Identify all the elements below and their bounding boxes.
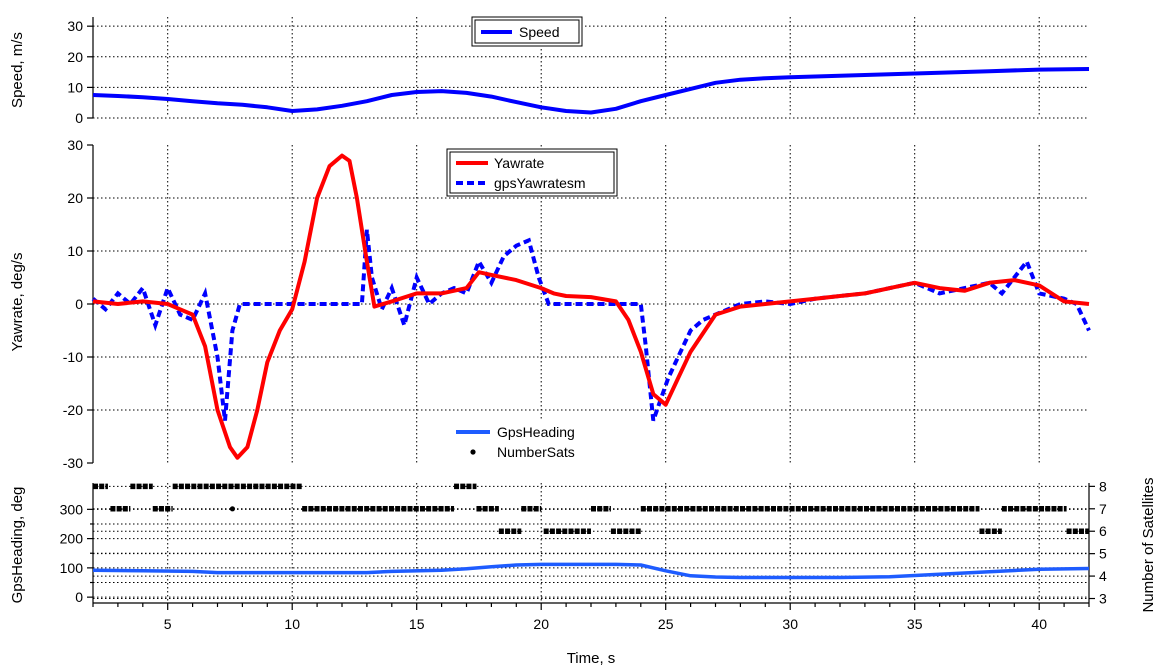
heading-y-tick-label: 300	[60, 501, 84, 517]
x-tick-label: 30	[782, 616, 798, 632]
satellites-y-tick-label: 5	[1099, 546, 1107, 562]
yawrate-y-tick-label: 10	[67, 243, 83, 259]
legend-label-gpsyawratesm: gpsYawratesm	[494, 175, 586, 191]
satellites-y-tick-label: 7	[1099, 501, 1107, 517]
heading-y-tick-label: 100	[60, 560, 84, 576]
heading-y-tick-label: 200	[60, 531, 84, 547]
legend-swatch-numbersats	[470, 449, 476, 455]
gpsheading-series-line	[92, 562, 1090, 580]
satellites-y-axis-title: Number of Satellites	[1140, 477, 1157, 612]
gpsyawratesm-series-line	[91, 229, 1091, 422]
yawrate-y-tick-label: 0	[75, 296, 83, 312]
speed-y-tick-label: 10	[67, 79, 83, 95]
legend-label-yawrate: Yawrate	[494, 155, 545, 171]
yawrate-y-tick-label: -10	[63, 349, 83, 365]
speed-y-tick-label: 20	[67, 49, 83, 65]
yawrate-y-tick-label: -20	[63, 402, 83, 418]
axes-layer	[87, 17, 1095, 610]
label-layer: 0102030-30-20-10010203001002003003456785…	[60, 18, 1107, 632]
x-tick-label: 35	[907, 616, 923, 632]
heading-y-tick-label: 0	[75, 589, 83, 605]
yawrate-y-axis-title: Yawrate, deg/s	[9, 253, 26, 352]
x-tick-label: 20	[533, 616, 549, 632]
yawrate-y-tick-label: 20	[67, 190, 83, 206]
legend-label-gpsheading: GpsHeading	[497, 424, 575, 440]
x-tick-label: 10	[284, 616, 300, 632]
yawrate-y-tick-label: -30	[63, 455, 83, 471]
heading-y-axis-title: GpsHeading, deg	[9, 487, 26, 604]
yawrate-legend: Yawrate gpsYawratesm	[446, 148, 618, 197]
speed-series-line	[92, 67, 1090, 115]
x-tick-label: 25	[658, 616, 674, 632]
yawrate-series-line	[92, 153, 1090, 460]
satellites-y-tick-label: 4	[1099, 568, 1107, 584]
legend-label-speed: Speed	[519, 24, 559, 40]
series-layer	[91, 67, 1091, 580]
x-tick-label: 5	[164, 616, 172, 632]
satellites-y-tick-label: 6	[1099, 523, 1107, 539]
x-tick-label: 15	[409, 616, 425, 632]
yawrate-y-tick-label: 30	[67, 137, 83, 153]
x-axis-title: Time, s	[567, 650, 616, 667]
grid-layer	[93, 17, 1089, 603]
satellites-y-tick-label: 8	[1099, 478, 1107, 494]
speed-y-tick-label: 30	[67, 18, 83, 34]
speed-legend: Speed	[471, 16, 583, 47]
heading-legend: GpsHeading NumberSats	[450, 420, 594, 464]
numbersats-point	[229, 506, 236, 512]
x-tick-label: 40	[1031, 616, 1047, 632]
speed-y-axis-title: Speed, m/s	[9, 32, 26, 108]
legend-label-numbersats: NumberSats	[497, 444, 575, 460]
speed-y-tick-label: 0	[75, 110, 83, 126]
satellites-y-tick-label: 3	[1099, 591, 1107, 607]
